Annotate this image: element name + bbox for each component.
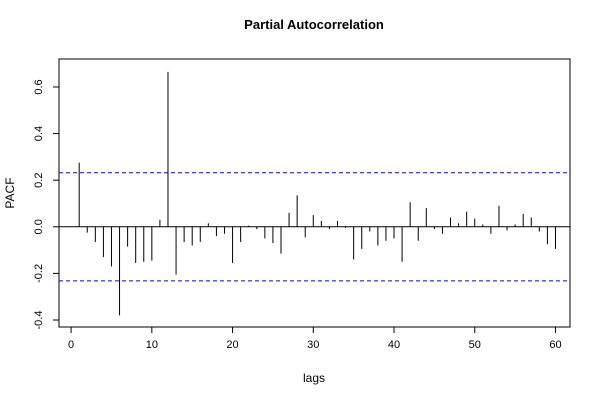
- y-tick-label: 0.4: [33, 126, 45, 141]
- y-tick-label: 0.6: [33, 79, 45, 94]
- x-tick-label: 40: [388, 339, 400, 351]
- x-tick-label: 50: [469, 339, 481, 351]
- plot-frame: [58, 58, 571, 328]
- y-axis: -0.4 -0.2 0.0 0.2 0.4 0.6: [33, 79, 59, 329]
- x-tick-label: 20: [226, 339, 238, 351]
- x-tick-label: 60: [549, 339, 561, 351]
- x-tick-label: 10: [146, 339, 158, 351]
- x-tick-label: 0: [68, 339, 74, 351]
- x-axis-label: lags: [303, 371, 325, 385]
- y-axis-label: PACF: [3, 177, 17, 208]
- y-tick-label: -0.2: [33, 264, 45, 283]
- chart-title: Partial Autocorrelation: [244, 17, 384, 32]
- y-tick-label: 0.2: [33, 173, 45, 188]
- y-tick-label: -0.4: [33, 311, 45, 330]
- x-axis: 0 10 20 30 40 50 60: [68, 327, 562, 351]
- plot-area: [59, 71, 570, 316]
- x-tick-label: 30: [307, 339, 319, 351]
- y-tick-label: 0.0: [33, 219, 45, 234]
